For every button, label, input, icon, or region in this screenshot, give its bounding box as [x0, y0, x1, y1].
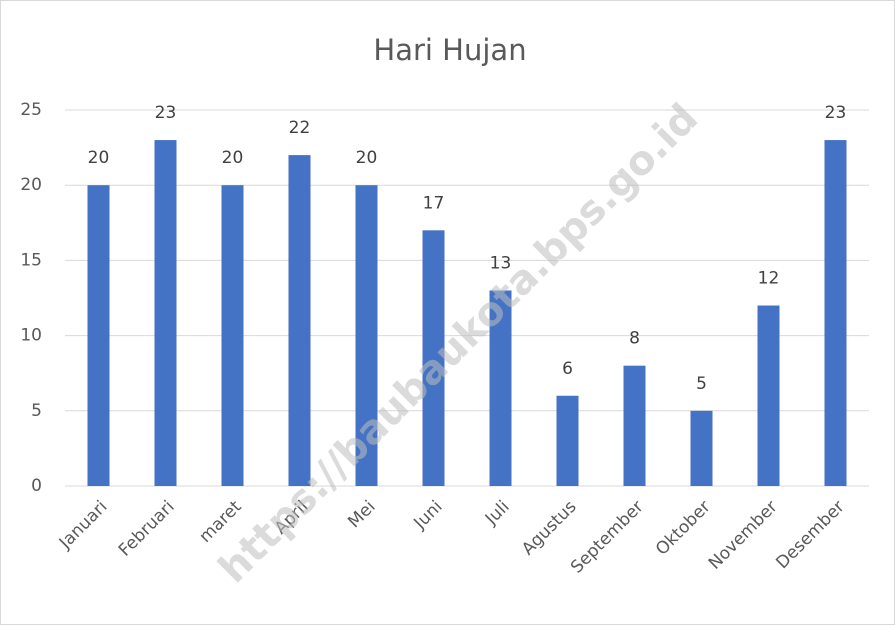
- data-label: 22: [289, 118, 311, 138]
- bar: [355, 185, 378, 486]
- y-tick-label: 15: [20, 250, 42, 270]
- bar: [154, 140, 177, 486]
- data-label: 20: [356, 148, 378, 168]
- bar: [221, 185, 244, 486]
- bar: [623, 365, 646, 486]
- bar: [824, 140, 847, 486]
- y-tick-label: 25: [20, 100, 42, 120]
- y-tick-label: 10: [20, 326, 42, 346]
- data-label: 20: [88, 148, 110, 168]
- bar: [288, 155, 311, 486]
- bar: [757, 305, 780, 486]
- bar: [489, 290, 512, 486]
- bar: [556, 395, 579, 486]
- y-tick-label: 20: [20, 175, 42, 195]
- data-label: 20: [222, 148, 244, 168]
- bar: [422, 230, 445, 486]
- data-label: 13: [490, 253, 512, 273]
- chart-title: Hari Hujan: [373, 33, 526, 67]
- data-label: 23: [155, 103, 177, 123]
- y-tick-label: 5: [31, 401, 42, 421]
- data-label: 6: [562, 359, 573, 379]
- data-label: 12: [758, 269, 780, 289]
- y-tick-label: 0: [31, 476, 42, 496]
- bar: [87, 185, 110, 486]
- data-label: 17: [423, 193, 445, 213]
- data-label: 5: [696, 374, 707, 394]
- data-label: 23: [825, 103, 847, 123]
- data-label: 8: [629, 329, 640, 349]
- bar: [690, 410, 713, 486]
